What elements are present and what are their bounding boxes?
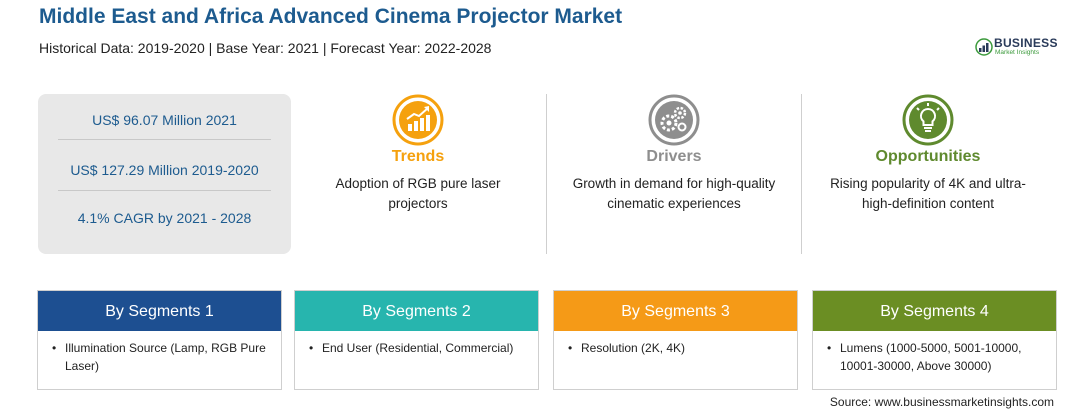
page-subtitle: Historical Data: 2019-2020 | Base Year: … bbox=[39, 40, 492, 56]
opportunities-description: Rising popularity of 4K and ultra-high-d… bbox=[830, 176, 1026, 211]
trends-column: Trends Adoption of RGB pure laser projec… bbox=[308, 94, 528, 214]
bullet: • bbox=[568, 341, 573, 355]
bullet: • bbox=[52, 341, 57, 355]
page-title: Middle East and Africa Advanced Cinema P… bbox=[39, 5, 623, 28]
segment-card-3: By Segments 3 • Resolution (2K, 4K) bbox=[553, 290, 798, 390]
bar-growth-logo-icon bbox=[975, 38, 993, 56]
segment-card-2: By Segments 2 • End User (Residential, C… bbox=[294, 290, 539, 390]
segment-card-1: By Segments 1 • Illumination Source (Lam… bbox=[37, 290, 282, 390]
stat-market-size-historical: US$ 127.29 Million 2019-2020 bbox=[70, 162, 259, 178]
segment-4-item: Lumens (1000-5000, 5001-10000, 10001-300… bbox=[840, 341, 1022, 373]
market-stats-panel: US$ 96.07 Million 2021 US$ 127.29 Millio… bbox=[38, 94, 291, 254]
drivers-description: Growth in demand for high-quality cinema… bbox=[572, 176, 776, 211]
segment-1-item: Illumination Source (Lamp, RGB Pure Lase… bbox=[65, 341, 266, 373]
stat-divider bbox=[58, 190, 271, 191]
segment-2-item: End User (Residential, Commercial) bbox=[322, 341, 514, 355]
opportunities-title: Opportunities bbox=[875, 148, 981, 165]
stat-cagr: 4.1% CAGR by 2021 - 2028 bbox=[77, 210, 252, 226]
logo-tagline: Market Insights bbox=[995, 49, 1040, 56]
stat-market-size-2021: US$ 96.07 Million 2021 bbox=[92, 112, 237, 128]
opportunities-column: Opportunities Rising popularity of 4K an… bbox=[818, 94, 1038, 214]
source-credit: Source: www.businessmarketinsights.com bbox=[829, 395, 1054, 409]
segment-2-header: By Segments 2 bbox=[295, 291, 538, 331]
column-divider bbox=[546, 94, 547, 254]
segment-3-header: By Segments 3 bbox=[554, 291, 797, 331]
rising-chart-icon bbox=[392, 94, 444, 146]
segment-1-header: By Segments 1 bbox=[38, 291, 281, 331]
segment-card-4: By Segments 4 • Lumens (1000-5000, 5001-… bbox=[812, 290, 1057, 390]
trends-description: Adoption of RGB pure laser projectors bbox=[335, 176, 501, 211]
lightbulb-icon bbox=[902, 94, 954, 146]
logo-name: BUSINESS bbox=[994, 36, 1058, 50]
drivers-title: Drivers bbox=[646, 148, 702, 165]
gears-icon bbox=[648, 94, 700, 146]
column-divider bbox=[801, 94, 802, 254]
trends-title: Trends bbox=[391, 148, 445, 165]
drivers-column: Drivers Growth in demand for high-qualit… bbox=[564, 94, 784, 214]
bullet: • bbox=[827, 341, 832, 355]
company-logo: BUSINESS Market Insights bbox=[975, 36, 1058, 60]
segment-4-header: By Segments 4 bbox=[813, 291, 1056, 331]
bullet: • bbox=[309, 341, 314, 355]
stat-divider bbox=[58, 139, 271, 140]
segment-3-item: Resolution (2K, 4K) bbox=[581, 341, 686, 355]
